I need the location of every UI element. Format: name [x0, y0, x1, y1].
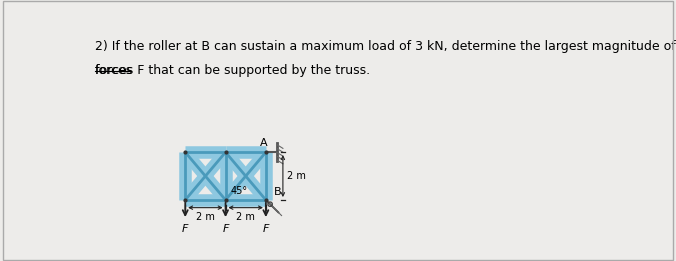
Text: 45°: 45° [231, 186, 247, 196]
Text: B: B [274, 187, 281, 197]
Text: forces: forces [95, 64, 132, 78]
Text: F: F [182, 224, 189, 234]
Text: 2 m: 2 m [196, 211, 215, 222]
Text: F: F [263, 224, 269, 234]
Text: 2 m: 2 m [287, 171, 306, 181]
Text: A: A [260, 138, 267, 147]
Text: 2) If the roller at B can sustain a maximum load of 3 kN, determine the largest : 2) If the roller at B can sustain a maxi… [95, 40, 676, 53]
Text: F: F [222, 224, 228, 234]
Text: 2 m: 2 m [237, 211, 255, 222]
Text: forces F that can be supported by the truss.: forces F that can be supported by the tr… [95, 64, 370, 78]
